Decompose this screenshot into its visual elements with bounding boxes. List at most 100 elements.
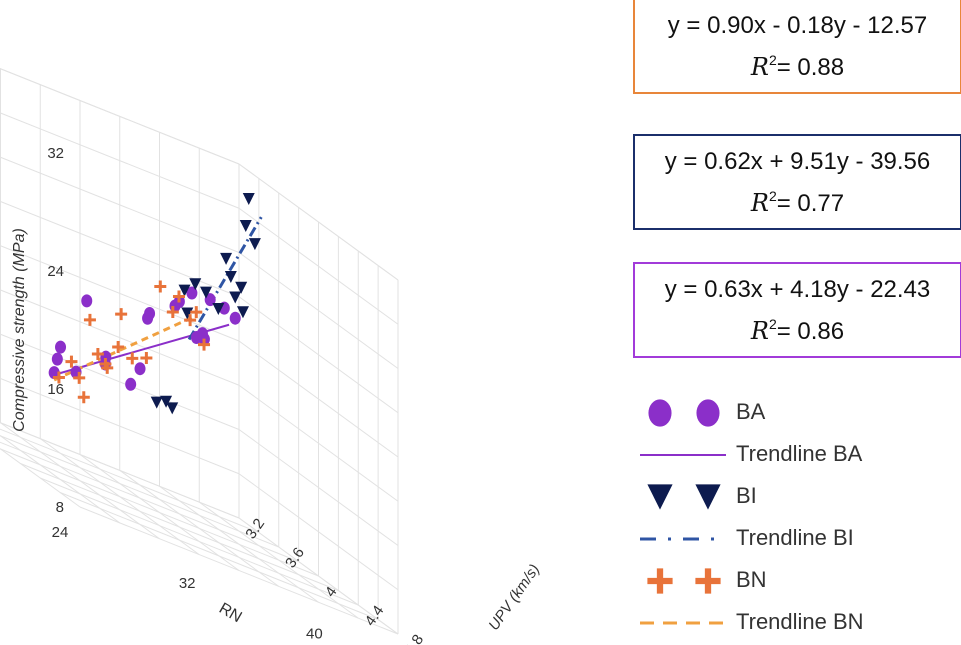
marker-bi <box>189 278 202 291</box>
legend-swatch <box>640 454 726 456</box>
grid-line <box>0 448 319 577</box>
marker-ba <box>55 340 67 354</box>
marker-ba <box>196 327 208 341</box>
legend-swatch <box>640 621 726 625</box>
marker-bn <box>154 280 167 293</box>
equation-box-ba: y = 0.63x + 4.18y - 22.43 R2= 0.86 <box>633 262 961 358</box>
marker-bi <box>229 291 242 304</box>
marker-bn <box>73 371 86 384</box>
marker-bn <box>77 391 90 404</box>
marker-bn <box>198 338 211 351</box>
legend-swatch <box>648 399 720 427</box>
y-tick-label: 3.6 <box>282 544 308 571</box>
z-tick-label: 8 <box>56 499 64 516</box>
legend-marker <box>647 568 673 594</box>
r-squared: R2= 0.86 <box>750 316 845 345</box>
legend-item-trendline-bi: Trendline BI <box>632 519 961 559</box>
marker-bn <box>91 348 104 360</box>
y-tick-label: 3.2 <box>242 515 268 542</box>
marker-bi <box>150 396 163 409</box>
marker-bn <box>126 352 139 365</box>
axes-grid <box>0 68 399 635</box>
marker-bn <box>190 306 203 319</box>
equation-text: y = 0.90x - 0.18y - 12.57 <box>667 12 928 39</box>
x-tick-label: 40 <box>306 626 323 643</box>
legend-label: Trendline BN <box>736 609 864 634</box>
grid-line <box>0 112 240 209</box>
marker-bn <box>184 314 197 327</box>
grid-line <box>238 296 399 414</box>
grid-line <box>238 517 399 635</box>
legend-item-bi: BI <box>632 477 961 517</box>
grid-line <box>0 428 260 533</box>
marker-bn <box>172 290 185 303</box>
marker-bn <box>140 351 153 364</box>
wall-edge <box>238 163 399 281</box>
legend-marker <box>647 484 673 510</box>
marker-bi <box>200 286 213 299</box>
x-tick-label: 24 <box>52 524 69 541</box>
marker-ba <box>229 311 241 325</box>
z-tick-label: 16 <box>47 381 64 398</box>
marker-ba <box>48 366 60 380</box>
grid-line <box>198 501 359 619</box>
grid-line <box>119 469 280 587</box>
marker-ba <box>51 352 63 366</box>
grid-line <box>238 340 399 458</box>
r-squared: R2= 0.88 <box>750 52 845 81</box>
legend-marker <box>695 484 721 510</box>
y-tick-label: 4.8 <box>401 631 427 645</box>
legend-label: Trendline BA <box>736 441 863 466</box>
marker-bi <box>239 220 252 233</box>
marker-ba <box>81 294 93 308</box>
marker-bn <box>115 308 128 321</box>
z-axis-label: Compressive strength (MPa) <box>11 228 28 432</box>
marker-bi <box>212 302 225 315</box>
marker-bi <box>181 307 194 320</box>
grid-line <box>0 435 279 548</box>
chart-legend: BA Trendline BA BI Trendline BI BN Trendline … <box>632 393 961 645</box>
grid-line <box>0 156 240 253</box>
y-axis-label: UPV (km/s) <box>485 561 543 634</box>
legend-item-bn: BN <box>632 561 961 601</box>
marker-bi <box>224 270 237 283</box>
z-tick-label: 32 <box>47 145 64 162</box>
legend-item-trendline-bn: Trendline BN <box>632 603 961 643</box>
marker-bn <box>166 305 179 318</box>
x-axis-label: RN <box>216 600 245 626</box>
marker-bi <box>160 395 173 408</box>
legend-swatch <box>640 537 726 541</box>
z-tick-label: 24 <box>47 263 64 280</box>
equation-box-bn: y = 0.90x - 0.18y - 12.57 R2= 0.88 <box>633 0 961 94</box>
legend-marker <box>695 568 721 594</box>
marker-bi <box>248 238 261 251</box>
grid-line <box>159 485 319 603</box>
grid-line <box>238 207 399 325</box>
grid-line <box>0 441 299 562</box>
equation-text: y = 0.62x + 9.51y - 39.56 <box>664 148 931 175</box>
marker-bn <box>99 358 112 371</box>
legend-label: BN <box>736 567 767 592</box>
marker-ba <box>204 293 216 307</box>
marker-ba <box>142 311 154 325</box>
x-tick-label: 32 <box>179 575 196 592</box>
marker-ba <box>134 362 146 376</box>
legend-label: Trendline BI <box>736 525 854 550</box>
legend-swatch <box>647 568 721 594</box>
equation-text: y = 0.63x + 4.18y - 22.43 <box>664 276 931 303</box>
grid-line <box>0 200 240 298</box>
marker-bi <box>220 252 233 265</box>
legend-label: BA <box>736 399 766 424</box>
legend-item-ba: BA <box>632 393 961 433</box>
legend-item-trendline-ba: Trendline BA <box>632 435 961 475</box>
marker-bi <box>178 284 191 297</box>
legend-label: BI <box>736 483 757 508</box>
y-tick-label: 4.4 <box>362 602 388 629</box>
legend-marker <box>648 399 672 427</box>
marker-bn <box>83 313 96 326</box>
marker-ba <box>125 377 137 391</box>
marker-bi <box>235 281 248 294</box>
data-markers <box>48 193 261 415</box>
wall-edge <box>0 68 240 165</box>
